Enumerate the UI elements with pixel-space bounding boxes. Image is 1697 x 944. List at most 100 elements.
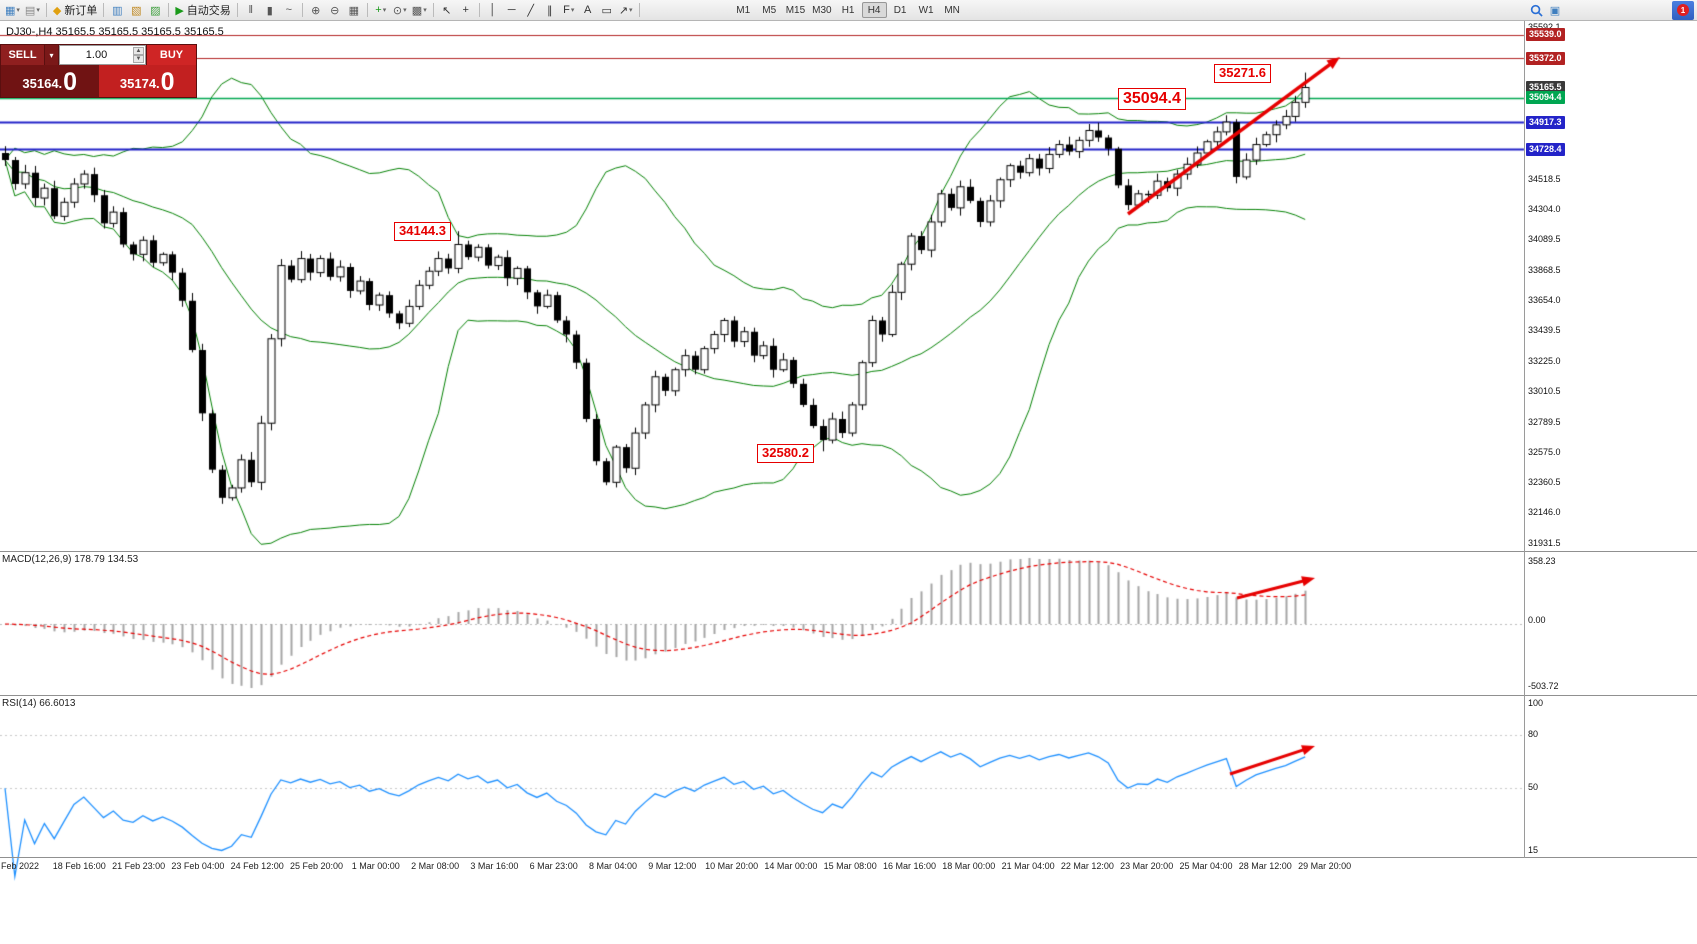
trade-options-dropdown[interactable]: ▾	[45, 45, 59, 65]
vertical-line-button[interactable]: │	[484, 1, 502, 19]
volume-stepper[interactable]: ▲ ▼	[133, 47, 144, 63]
timeframe-w1-button[interactable]: W1	[918, 4, 934, 16]
chart-symbol-info: DJ30-,H4 35165.5 35165.5 35165.5 35165.5	[6, 26, 224, 38]
toolbar-separator	[366, 3, 368, 17]
candlestick-chart-icon: ▮	[266, 4, 273, 17]
volume-input[interactable]: 1.00 ▲ ▼	[59, 45, 146, 65]
tile-windows-icon: ▦	[348, 4, 359, 17]
main-toolbar: ▦ ▾ ▤ ▾ ◆ 新订单 ▥ ▧ ▨ ▶ 自动交易 ‖ ▮ ~ ⊕ ⊖ ▦ + ▾ ⊙ ▾ ▩ ▾ ↖ + │ ─ ╱ ∥ F ▾ A ▭ ↗ ▾…	[0, 0, 1697, 21]
toolbar-separator	[168, 3, 170, 17]
equidistant-channel-icon: ∥	[546, 4, 553, 17]
data-window-icon: ▧	[131, 4, 142, 17]
new-chart-dropdown-icon[interactable]: ▾	[16, 7, 20, 14]
panel-divider[interactable]	[0, 551, 1697, 552]
chart-profiles-icon: ▤	[24, 4, 36, 17]
crosshair-icon: +	[462, 4, 469, 16]
buy-button[interactable]: BUY	[146, 45, 196, 65]
volume-value: 1.00	[85, 49, 108, 61]
new-chart-button[interactable]: ▦ ▾	[3, 1, 22, 19]
templates-button[interactable]: ▩ ▾	[410, 1, 429, 19]
horizontal-line-button[interactable]: ─	[503, 1, 521, 19]
indicators-button[interactable]: + ▾	[372, 1, 390, 19]
volume-up-icon[interactable]: ▲	[133, 47, 144, 55]
notification-badge: 1	[1677, 4, 1689, 16]
new-chart-icon: ▦	[5, 4, 16, 17]
toolbar-separator	[638, 3, 640, 17]
trendline-icon: ╱	[527, 4, 535, 17]
arrow-objects-icon: ↗	[618, 4, 629, 17]
zoom-in-icon: ⊕	[311, 4, 321, 17]
new-order-button[interactable]: ◆ 新订单	[51, 1, 99, 19]
arrow-objects-button[interactable]: ↗ ▾	[617, 1, 635, 19]
templates-dropdown-icon[interactable]: ▾	[423, 7, 427, 14]
search-button[interactable]	[1527, 1, 1545, 19]
timeframe-m5-button[interactable]: M5	[762, 4, 777, 16]
community-button[interactable]: ▣	[1546, 1, 1564, 19]
periods-button[interactable]: ⊙ ▾	[391, 1, 409, 19]
vertical-line-icon: │	[489, 4, 497, 16]
volume-down-icon[interactable]: ▼	[133, 55, 144, 63]
indicators-dropdown-icon[interactable]: ▾	[382, 7, 387, 14]
timeframe-h4-button[interactable]: H4	[861, 2, 887, 18]
market-watch-icon: ▥	[112, 4, 123, 17]
horizontal-line-icon: ─	[507, 4, 516, 16]
zoom-out-icon: ⊖	[330, 4, 340, 17]
timeframe-m30-button[interactable]: M30	[812, 4, 832, 16]
text-button[interactable]: A	[579, 1, 597, 19]
toolbar-separator	[45, 3, 47, 17]
text-label-button[interactable]: ▭	[598, 1, 616, 19]
notifications-button[interactable]: 1	[1672, 0, 1694, 20]
navigator-icon: ▨	[150, 4, 161, 17]
tile-windows-button[interactable]: ▦	[345, 1, 363, 19]
zoom-in-button[interactable]: ⊕	[307, 1, 325, 19]
sell-price-main: 35164.	[22, 76, 63, 91]
equidistant-channel-button[interactable]: ∥	[541, 1, 559, 19]
indicators-icon: +	[375, 4, 382, 16]
fibonacci-dropdown-icon[interactable]: ▾	[570, 7, 575, 14]
arrow-objects-dropdown-icon[interactable]: ▾	[629, 7, 633, 14]
one-click-trading-widget: SELL ▾ 1.00 ▲ ▼ BUY 35164. 0 35174. 0	[0, 44, 197, 98]
buy-price-main: 35174.	[119, 76, 160, 91]
search-icon	[1530, 4, 1543, 17]
cursor-button[interactable]: ↖	[438, 1, 456, 19]
auto-trading-button[interactable]: ▶ 自动交易	[173, 1, 232, 19]
crosshair-button[interactable]: +	[457, 1, 475, 19]
trendline-button[interactable]: ╱	[522, 1, 540, 19]
text-icon: A	[584, 4, 592, 16]
sell-price[interactable]: 35164. 0	[1, 65, 99, 97]
line-chart-icon: ~	[285, 4, 292, 16]
line-chart-button[interactable]: ~	[280, 1, 298, 19]
navigator-button[interactable]: ▨	[146, 1, 164, 19]
bar-chart-icon: ‖	[248, 4, 254, 16]
buy-price[interactable]: 35174. 0	[98, 65, 196, 97]
bar-chart-button[interactable]: ‖	[242, 1, 260, 19]
community-icon: ▣	[1549, 4, 1561, 17]
toolbar-separator	[103, 3, 105, 17]
sell-button[interactable]: SELL	[1, 45, 45, 65]
fibonacci-button[interactable]: F ▾	[560, 1, 578, 19]
data-window-button[interactable]: ▧	[127, 1, 145, 19]
timeframe-m15-button[interactable]: M15	[785, 4, 806, 16]
panel-divider[interactable]	[0, 857, 1697, 858]
panel-divider[interactable]	[0, 695, 1697, 696]
chart-profiles-button[interactable]: ▤ ▾	[23, 1, 42, 19]
macd-indicator-label: MACD(12,26,9) 178.79 134.53	[2, 554, 139, 565]
timeframe-h1-button[interactable]: H1	[841, 4, 855, 16]
cursor-icon: ↖	[442, 4, 452, 17]
timeframe-m1-button[interactable]: M1	[736, 4, 751, 16]
chart-profiles-dropdown-icon[interactable]: ▾	[36, 7, 40, 14]
periods-dropdown-icon[interactable]: ▾	[403, 7, 407, 14]
candlestick-chart-button[interactable]: ▮	[261, 1, 279, 19]
new-order-icon: ◆	[52, 4, 62, 17]
market-watch-button[interactable]: ▥	[108, 1, 126, 19]
timeframe-mn-button[interactable]: MN	[944, 4, 960, 16]
toolbar-separator	[478, 3, 480, 17]
timeframe-d1-button[interactable]: D1	[893, 4, 907, 16]
sell-price-big-digit: 0	[63, 68, 78, 96]
zoom-out-button[interactable]: ⊖	[326, 1, 344, 19]
rsi-indicator-label: RSI(14) 66.6013	[2, 698, 76, 709]
auto-trading-label: 自动交易	[186, 5, 231, 17]
toolbar-separator	[432, 3, 434, 17]
auto-trading-icon: ▶	[175, 4, 184, 17]
